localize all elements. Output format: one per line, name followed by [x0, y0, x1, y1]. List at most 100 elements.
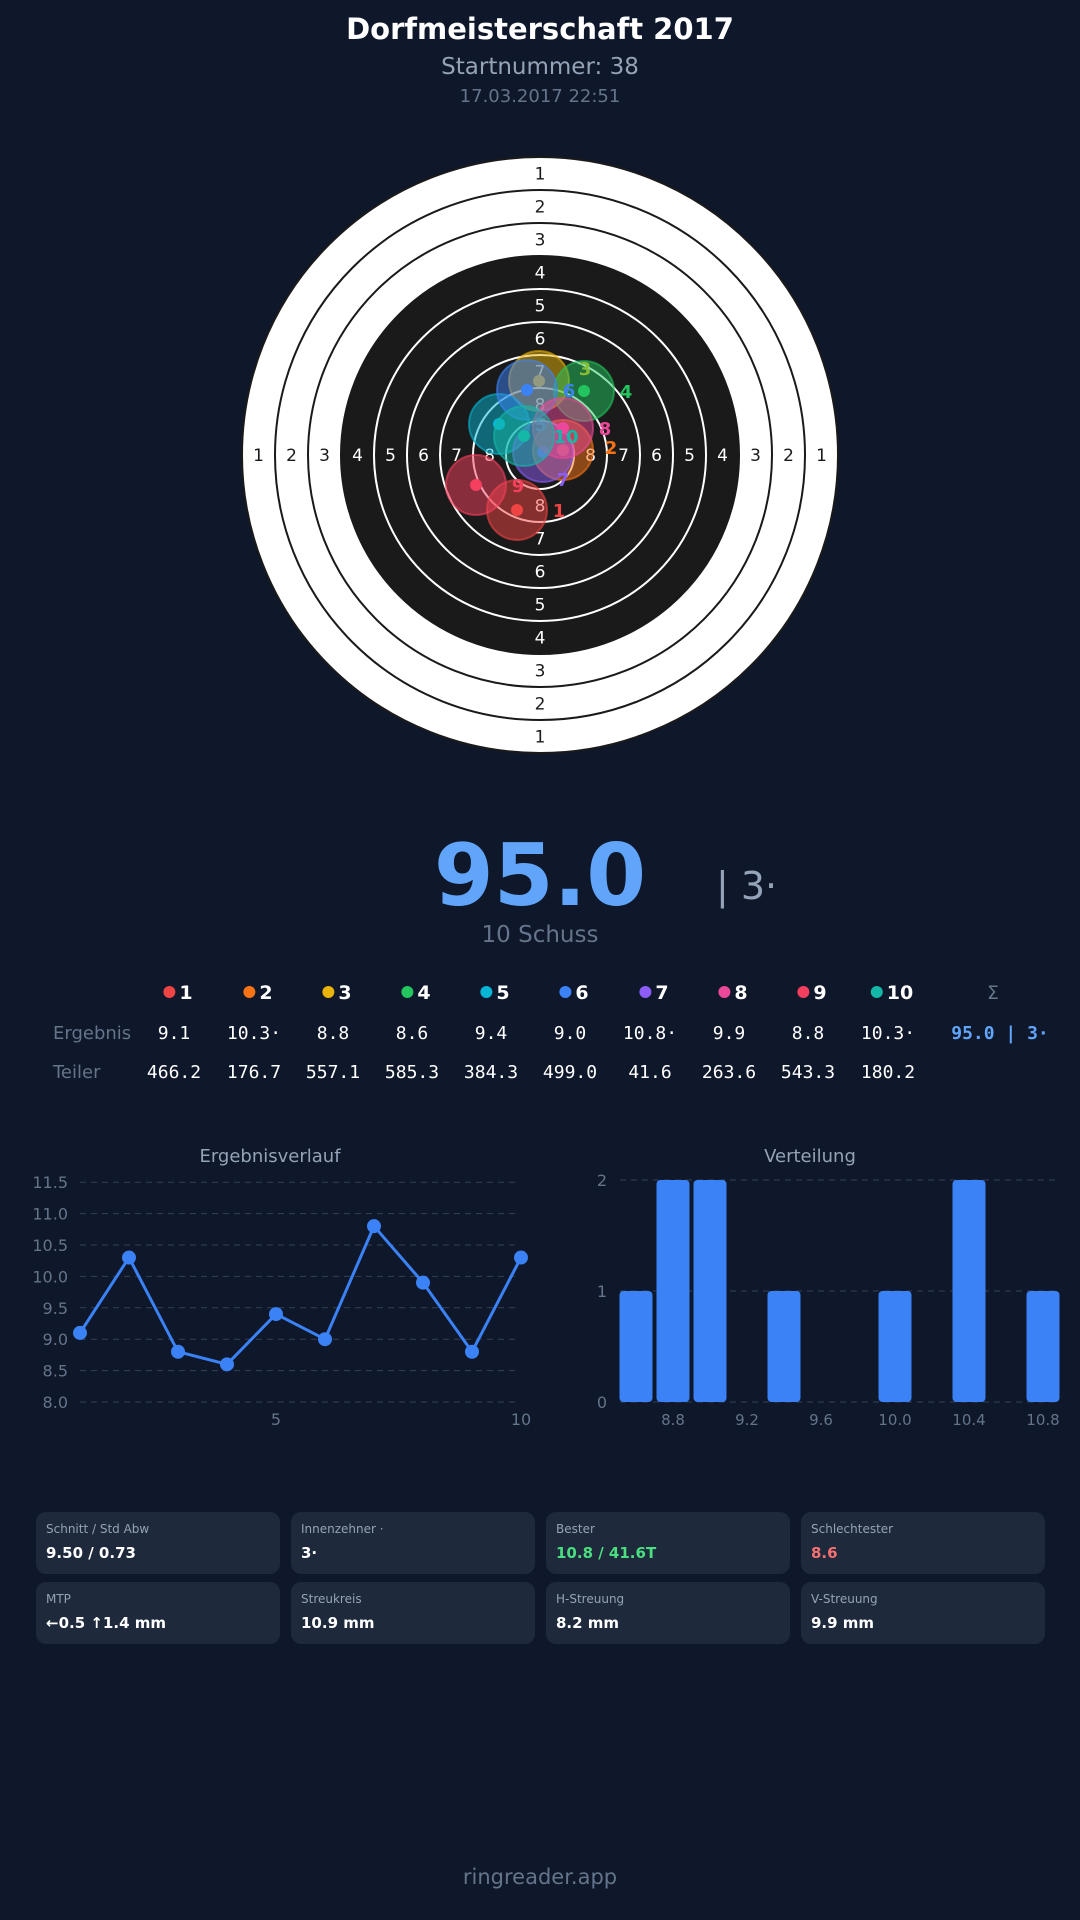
y-tick-label: 9.0 — [43, 1330, 68, 1349]
shot-center — [511, 504, 523, 516]
shot-header-5: 5 — [480, 982, 510, 1004]
shot-color-dot — [718, 986, 731, 998]
stat-value: 9.9 mm — [811, 1614, 875, 1632]
stat-card: H-Streuung 8.2 mm — [546, 1582, 790, 1644]
shot-header-7: 7 — [639, 982, 669, 1004]
x-tick-label: 10.8 — [1026, 1411, 1059, 1429]
shot-center — [521, 384, 533, 396]
result-point — [367, 1219, 381, 1234]
ring-label: 1 — [535, 728, 546, 748]
shot-label: 1 — [553, 501, 566, 522]
stat-card: Schlechtester 8.6 — [801, 1512, 1045, 1574]
shot-number: 6 — [575, 982, 589, 1004]
stat-value: 8.6 — [811, 1544, 838, 1562]
x-tick-label: 10.0 — [878, 1411, 911, 1429]
ring-label: 5 — [684, 446, 695, 466]
result-point — [318, 1332, 332, 1347]
ring-label: 6 — [418, 446, 429, 466]
shot-label: 9 — [512, 476, 525, 497]
shot-center — [578, 385, 590, 397]
x-tick-label: 10.4 — [952, 1411, 985, 1429]
stat-value: ←0.5 ↑1.4 mm — [46, 1614, 166, 1632]
result-cell: 10.3· — [226, 1023, 282, 1044]
ring-label: 1 — [253, 446, 264, 466]
ring-label: 4 — [717, 446, 728, 466]
ring-label: 7 — [535, 530, 546, 550]
result-cell: 8.8 — [316, 1023, 350, 1044]
ring-label: 3 — [750, 446, 761, 466]
ring-label: 4 — [535, 264, 546, 284]
shot-header-9: 9 — [797, 982, 827, 1004]
result-cell: 9.9 — [712, 1023, 746, 1044]
shot-header-10: 10 — [870, 982, 913, 1004]
shot-center — [470, 479, 482, 491]
histogram-bar — [693, 1180, 727, 1402]
shot-center — [557, 422, 569, 434]
ring-label: 3 — [319, 446, 330, 466]
shot-header-6: 6 — [559, 982, 589, 1004]
x-tick-label: 9.6 — [809, 1411, 833, 1429]
stat-card: Innenzehner · 3· — [291, 1512, 535, 1574]
stat-label: MTP — [46, 1592, 71, 1606]
stat-label: Innenzehner · — [301, 1522, 384, 1536]
teiler-cell: 499.0 — [542, 1062, 598, 1083]
sum-cell: 95.0 | 3· — [951, 1023, 1049, 1044]
shot-color-dot — [797, 986, 810, 998]
line-chart-title: Ergebnisverlauf — [199, 1146, 341, 1167]
ring-label: 1 — [535, 165, 546, 185]
histogram-bar — [656, 1180, 690, 1402]
result-cell: 10.8· — [622, 1023, 678, 1044]
y-tick-label: 1 — [597, 1282, 607, 1301]
shot-number: 5 — [496, 982, 510, 1004]
inner-tens: | 3· — [716, 864, 778, 908]
ring-label: 6 — [535, 330, 546, 350]
shot-color-dot — [480, 986, 493, 998]
teiler-cell: 585.3 — [384, 1062, 440, 1083]
y-tick-label: 8.0 — [43, 1393, 68, 1412]
y-tick-label: 10.5 — [32, 1236, 68, 1255]
stat-label: Schlechtester — [811, 1522, 894, 1536]
stat-value: 8.2 mm — [556, 1614, 620, 1632]
datetime: 17.03.2017 22:51 — [459, 86, 621, 107]
stat-label: V-Streuung — [811, 1592, 878, 1606]
bar-chart-title: Verteilung — [764, 1146, 856, 1167]
results-table: 1 2 3 4 5 6 7 8 9 10 Σ Ergebnis Teiler 9.1 10.3· 8.8 8.6… — [0, 980, 1080, 1090]
ring-label: 7 — [618, 446, 629, 466]
stat-card: Schnitt / Std Abw 9.50 / 0.73 — [36, 1512, 280, 1574]
result-point — [416, 1275, 430, 1290]
ring-label: 2 — [535, 695, 546, 715]
shot-label: 8 — [599, 419, 612, 440]
result-cell: 9.0 — [553, 1023, 587, 1044]
y-tick-label: 10.0 — [32, 1267, 68, 1286]
stat-value: 3· — [301, 1544, 318, 1562]
ring-label: 3 — [535, 231, 546, 251]
ring-label: 1 — [816, 446, 827, 466]
ring-label: 3 — [535, 662, 546, 682]
stat-value: 10.9 mm — [301, 1614, 375, 1632]
result-cell: 9.4 — [474, 1023, 508, 1044]
shot-header-3: 3 — [322, 982, 352, 1004]
ring-label: 5 — [385, 446, 396, 466]
stat-card: Bester 10.8 / 41.6T — [546, 1512, 790, 1574]
teiler-cell: 41.6 — [628, 1062, 672, 1083]
result-point — [514, 1250, 528, 1265]
result-line — [78, 1223, 523, 1366]
stat-label: Bester — [556, 1522, 595, 1536]
start-number: Startnummer: 38 — [441, 54, 639, 80]
result-point — [465, 1344, 479, 1359]
stat-card: Streukreis 10.9 mm — [291, 1582, 535, 1644]
result-point — [171, 1344, 185, 1359]
ring-label: 7 — [451, 446, 462, 466]
ring-label: 2 — [286, 446, 297, 466]
shot-number: 2 — [259, 982, 273, 1004]
shot-color-dot — [243, 986, 256, 998]
shot-count: 10 Schuss — [481, 922, 599, 948]
ring-label: 2 — [783, 446, 794, 466]
footer-link[interactable]: ringreader.app — [462, 1865, 618, 1889]
stat-value: 10.8 / 41.6T — [556, 1544, 657, 1562]
shot-color-dot — [870, 986, 883, 998]
ring-label: 6 — [535, 563, 546, 583]
stat-card: V-Streuung 9.9 mm — [801, 1582, 1045, 1644]
y-tick-label: 9.5 — [43, 1299, 68, 1318]
histogram-bar — [952, 1180, 986, 1402]
